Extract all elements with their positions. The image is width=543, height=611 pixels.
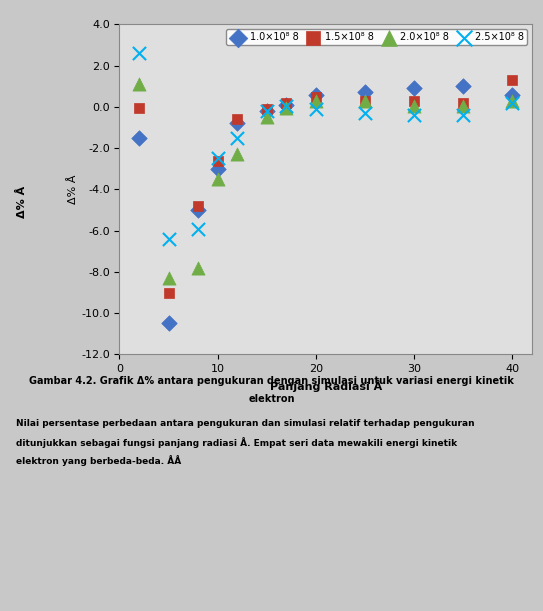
1.5×10⁸ 8 [262, 104, 271, 114]
1.5×10⁸ 8 [164, 288, 173, 298]
2.0×10⁸ 8 [282, 103, 291, 113]
2.0×10⁸ 8 [233, 150, 242, 159]
Text: elektron yang berbeda-beda. ÅÅ: elektron yang berbeda-beda. ÅÅ [16, 455, 181, 466]
1.0×10⁸ 8 [410, 84, 419, 93]
2.0×10⁸ 8 [312, 96, 320, 106]
2.5×10⁸ 8 [135, 48, 143, 58]
1.5×10⁸ 8 [459, 98, 468, 108]
1.0×10⁸ 8 [233, 119, 242, 128]
1.5×10⁸ 8 [282, 98, 291, 108]
2.5×10⁸ 8 [213, 153, 222, 163]
2.0×10⁸ 8 [410, 101, 419, 111]
Legend: 1.0×10⁸ 8, 1.5×10⁸ 8, 2.0×10⁸ 8, 2.5×10⁸ 8: 1.0×10⁸ 8, 1.5×10⁸ 8, 2.0×10⁸ 8, 2.5×10⁸… [226, 29, 527, 45]
2.0×10⁸ 8 [164, 273, 173, 283]
2.5×10⁸ 8 [194, 224, 203, 233]
1.0×10⁸ 8 [312, 90, 320, 100]
Text: elektron: elektron [248, 394, 295, 404]
1.5×10⁸ 8 [312, 92, 320, 101]
1.0×10⁸ 8 [361, 87, 369, 97]
1.5×10⁸ 8 [361, 96, 369, 106]
X-axis label: Panjang Radiasi Å: Panjang Radiasi Å [270, 379, 382, 392]
2.0×10⁸ 8 [135, 79, 143, 89]
2.5×10⁸ 8 [312, 104, 320, 114]
1.5×10⁸ 8 [194, 201, 203, 211]
2.5×10⁸ 8 [164, 234, 173, 244]
1.0×10⁸ 8 [194, 205, 203, 215]
2.5×10⁸ 8 [410, 110, 419, 120]
1.0×10⁸ 8 [135, 133, 143, 143]
2.5×10⁸ 8 [459, 110, 468, 120]
1.0×10⁸ 8 [508, 90, 517, 100]
2.0×10⁸ 8 [213, 174, 222, 184]
Y-axis label: Δ% Å: Δ% Å [68, 175, 78, 204]
2.0×10⁸ 8 [361, 96, 369, 106]
2.5×10⁸ 8 [361, 108, 369, 118]
1.5×10⁸ 8 [410, 96, 419, 106]
1.5×10⁸ 8 [508, 75, 517, 85]
1.5×10⁸ 8 [233, 114, 242, 124]
Text: Gambar 4.2. Grafik Δ% antara pengukuran dengan simulasi untuk variasi energi kin: Gambar 4.2. Grafik Δ% antara pengukuran … [29, 376, 514, 386]
1.0×10⁸ 8 [164, 318, 173, 328]
1.0×10⁸ 8 [459, 81, 468, 91]
1.0×10⁸ 8 [213, 164, 222, 174]
2.5×10⁸ 8 [508, 98, 517, 108]
1.5×10⁸ 8 [213, 156, 222, 166]
1.5×10⁸ 8 [135, 103, 143, 113]
2.0×10⁸ 8 [194, 263, 203, 273]
2.0×10⁸ 8 [459, 101, 468, 111]
1.0×10⁸ 8 [282, 100, 291, 110]
Text: ditunjukkan sebagai fungsi panjang radiasi Å. Empat seri data mewakili energi ki: ditunjukkan sebagai fungsi panjang radia… [16, 437, 457, 448]
2.5×10⁸ 8 [233, 133, 242, 143]
1.0×10⁸ 8 [262, 106, 271, 116]
2.5×10⁸ 8 [282, 101, 291, 111]
Text: Δ% Å: Δ% Å [17, 186, 27, 218]
2.5×10⁸ 8 [262, 106, 271, 116]
2.0×10⁸ 8 [508, 96, 517, 106]
2.0×10⁸ 8 [262, 112, 271, 122]
Text: Nilai persentase perbedaan antara pengukuran dan simulasi relatif terhadap pengu: Nilai persentase perbedaan antara penguk… [16, 419, 475, 428]
